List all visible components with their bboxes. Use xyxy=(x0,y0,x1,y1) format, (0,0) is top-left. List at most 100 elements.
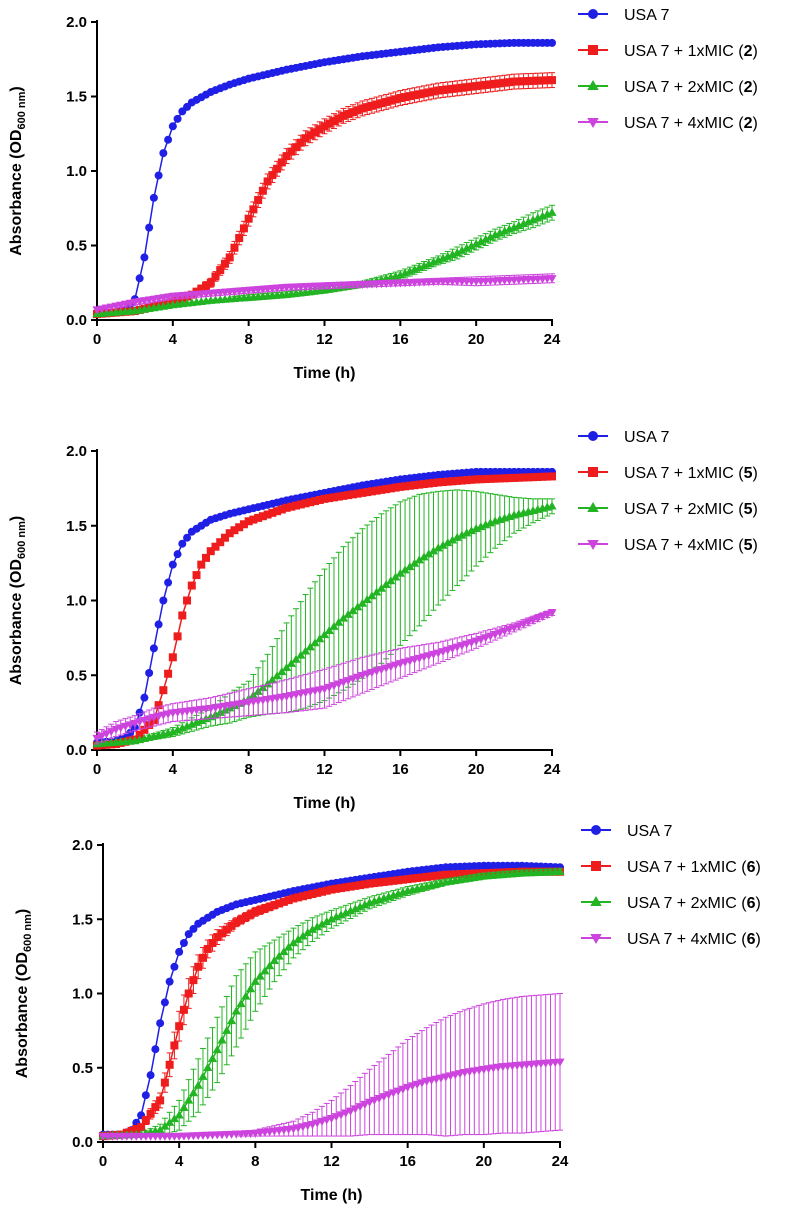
data-point xyxy=(281,662,292,671)
legend-label-text: USA 7 + 2xMIC ( xyxy=(627,895,747,912)
legend-label-close: ) xyxy=(756,895,761,912)
data-point xyxy=(414,555,424,564)
data-point xyxy=(315,495,324,504)
data-point xyxy=(348,108,357,117)
data-point xyxy=(145,669,154,678)
data-point xyxy=(456,870,465,879)
data-point xyxy=(451,870,460,879)
data-point xyxy=(277,505,286,514)
data-point xyxy=(424,479,433,488)
data-point xyxy=(334,114,343,123)
data-point xyxy=(462,243,472,252)
legend-entry-0: USA 7 xyxy=(578,429,669,446)
legend-entry-3: USA 7 + 4xMIC (5) xyxy=(578,537,758,554)
data-point xyxy=(265,961,275,970)
data-point xyxy=(486,474,495,483)
data-point xyxy=(375,878,384,887)
data-point xyxy=(146,1071,155,1080)
data-point xyxy=(222,1025,232,1034)
data-point xyxy=(189,976,198,985)
data-point xyxy=(165,977,174,986)
data-point xyxy=(447,535,458,544)
chart-panel-bottom: 0.0 0.5 1.0 1.5 2.0 0 4 8 12 16 20 24 Time (h) Absorb… xyxy=(14,823,761,1204)
data-point xyxy=(277,667,287,676)
data-point xyxy=(369,1096,379,1105)
data-point xyxy=(441,870,450,879)
x-tick-label: 12 xyxy=(323,1153,340,1170)
data-point xyxy=(254,196,263,205)
data-point xyxy=(364,1098,375,1107)
x-tick-label: 12 xyxy=(316,331,333,348)
data-point xyxy=(289,894,298,903)
data-point xyxy=(363,488,372,497)
data-point xyxy=(362,594,372,603)
data-point xyxy=(164,135,173,144)
data-point xyxy=(296,138,305,147)
data-point xyxy=(486,80,495,89)
legend-label-close: ) xyxy=(756,859,761,876)
x-tick-label: 20 xyxy=(475,1153,492,1170)
data-point xyxy=(315,125,324,134)
data-point xyxy=(175,947,184,956)
data-point xyxy=(452,532,462,541)
data-point xyxy=(391,95,400,104)
data-point xyxy=(384,1091,394,1100)
data-point xyxy=(218,929,227,938)
data-point xyxy=(159,596,168,605)
data-point xyxy=(320,494,329,503)
data-point xyxy=(305,642,315,651)
data-point xyxy=(476,475,485,484)
data-point xyxy=(265,902,274,911)
data-point xyxy=(135,708,144,717)
data-point xyxy=(149,193,158,202)
legend-label-text: USA 7 + 1xMIC ( xyxy=(624,465,744,482)
data-point xyxy=(146,1109,155,1118)
data-point xyxy=(193,1080,203,1089)
data-point xyxy=(443,538,453,547)
data-point xyxy=(244,214,253,223)
data-point xyxy=(173,550,182,559)
data-point xyxy=(509,624,519,633)
data-point xyxy=(537,612,548,621)
data-point xyxy=(370,879,379,888)
data-point xyxy=(547,609,557,618)
y-tick-label: 1.5 xyxy=(72,911,93,928)
data-point xyxy=(346,882,355,891)
data-point xyxy=(173,114,182,123)
x-tick-label: 4 xyxy=(169,761,178,778)
data-point xyxy=(410,91,419,100)
data-point xyxy=(282,152,291,161)
data-point xyxy=(495,474,504,483)
legend-label-close: ) xyxy=(753,79,758,96)
data-point xyxy=(296,500,305,509)
data-point xyxy=(322,886,331,895)
series-2 xyxy=(98,866,565,1140)
legend-label-text: USA 7 + 1xMIC ( xyxy=(627,859,747,876)
data-point xyxy=(170,962,179,971)
data-point xyxy=(303,928,313,937)
data-point xyxy=(353,489,362,498)
data-point xyxy=(202,553,211,562)
data-point xyxy=(336,910,346,919)
legend-label-compound: 5 xyxy=(744,537,753,554)
legend-marker xyxy=(590,896,602,906)
data-point xyxy=(306,131,315,140)
legend-label: USA 7 + 1xMIC (6) xyxy=(627,859,761,876)
data-point xyxy=(505,474,514,483)
y-axis-title-prefix: Absorbance (OD xyxy=(8,559,25,685)
legend-label: USA 7 + 4xMIC (2) xyxy=(624,115,758,132)
data-point xyxy=(258,512,267,521)
data-point xyxy=(298,892,307,901)
legend-marker xyxy=(587,80,599,90)
data-point xyxy=(400,565,410,574)
data-point xyxy=(420,480,429,489)
legend-label-compound: 2 xyxy=(744,79,753,96)
data-point xyxy=(408,874,417,883)
data-point xyxy=(179,1005,188,1014)
series-0 xyxy=(99,861,564,1139)
y-tick-label: 2.0 xyxy=(72,837,93,854)
legend-label-text: USA 7 + 4xMIC ( xyxy=(624,537,744,554)
data-point xyxy=(239,224,248,233)
data-point xyxy=(154,701,163,710)
